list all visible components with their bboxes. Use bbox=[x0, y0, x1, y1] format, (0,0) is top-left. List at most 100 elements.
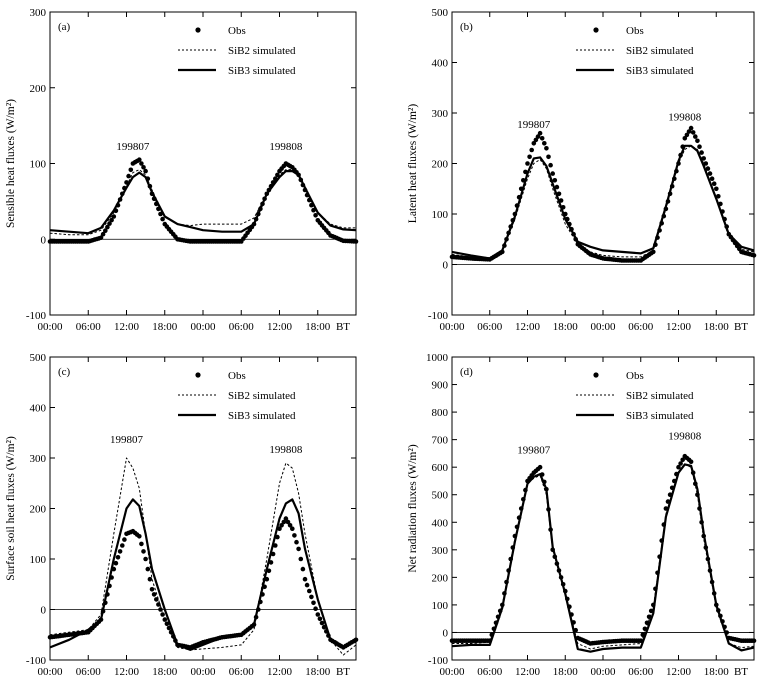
y-axis-title: Surface soil heat fluxes (W/m²) bbox=[5, 436, 17, 581]
y-tick-label: 100 bbox=[30, 554, 47, 566]
date-annotation: 199808 bbox=[668, 112, 702, 124]
date-annotation: 199807 bbox=[116, 141, 150, 153]
obs-point bbox=[156, 602, 161, 607]
obs-point bbox=[317, 616, 323, 622]
x-tick-label: 06:00 bbox=[477, 321, 503, 333]
legend: Obs SiB2 simulated SiB3 simulated bbox=[576, 25, 694, 77]
obs-point bbox=[160, 216, 165, 222]
obs-point bbox=[525, 161, 530, 166]
x-tick-label: 18:00 bbox=[152, 321, 178, 333]
obs-point bbox=[128, 167, 134, 173]
obs-point bbox=[120, 543, 125, 548]
plot-frame bbox=[49, 11, 357, 316]
obs-point bbox=[111, 214, 117, 219]
obs-point bbox=[145, 566, 151, 572]
series-sib3-line bbox=[49, 498, 357, 651]
legend-obs-marker bbox=[593, 27, 599, 33]
chart-panel-2: -100 0 100 200 300 400 500 00:00 06:00 12:00 18:00… bbox=[407, 7, 757, 333]
y-tick-label: 300 bbox=[432, 108, 449, 120]
obs-point bbox=[554, 184, 560, 190]
obs-point bbox=[682, 136, 688, 141]
date-annotation: 199808 bbox=[668, 431, 702, 443]
obs-point bbox=[313, 606, 318, 611]
legend-obs-label: Obs bbox=[626, 370, 644, 382]
obs-point bbox=[537, 464, 543, 470]
y-tick-label: 0 bbox=[443, 627, 449, 639]
series-obs bbox=[449, 453, 757, 646]
obs-point bbox=[115, 555, 121, 560]
x-tick-label: 06:00 bbox=[229, 666, 255, 678]
y-axis-title: Sensible heat fluxes (W/m²) bbox=[5, 99, 17, 228]
obs-point bbox=[141, 165, 146, 170]
obs-point bbox=[707, 171, 713, 176]
obs-point bbox=[711, 181, 717, 186]
x-tick-label: 12:00 bbox=[515, 321, 541, 333]
obs-point bbox=[137, 157, 142, 162]
legend-sib3-label: SiB3 simulated bbox=[228, 410, 296, 422]
obs-point bbox=[705, 166, 711, 171]
obs-point bbox=[109, 217, 114, 223]
legend-sib2-label: SiB2 simulated bbox=[626, 45, 694, 57]
obs-point bbox=[688, 125, 694, 131]
obs-point bbox=[690, 130, 696, 135]
obs-point bbox=[151, 592, 157, 597]
series-sib2-line bbox=[451, 145, 755, 259]
legend: Obs SiB2 simulated SiB3 simulated bbox=[576, 370, 694, 422]
series-obs bbox=[47, 516, 359, 650]
y-tick-label: 400 bbox=[30, 403, 47, 415]
y-tick-label: -100 bbox=[428, 655, 449, 667]
x-tick-label: 12:00 bbox=[267, 666, 293, 678]
obs-point bbox=[105, 224, 110, 230]
obs-point bbox=[143, 556, 148, 562]
obs-point bbox=[126, 173, 131, 179]
obs-point bbox=[285, 519, 291, 525]
y-tick-label: 400 bbox=[432, 517, 449, 529]
y-tick-label: 1000 bbox=[426, 352, 449, 364]
series-sib3-line bbox=[49, 170, 357, 235]
y-tick-label: 400 bbox=[432, 58, 449, 70]
x-tick-label: 00:00 bbox=[590, 321, 616, 333]
x-unit-label: BT bbox=[734, 666, 748, 678]
chart-panel-1: -100 0 100 200 300 00:00 06:00 12:00 18:00 00:00 0… bbox=[5, 7, 359, 333]
obs-point bbox=[117, 549, 123, 554]
date-annotation: 199807 bbox=[517, 444, 551, 456]
plot-frame bbox=[451, 356, 755, 661]
x-tick-label: 18:00 bbox=[305, 666, 331, 678]
y-tick-label: 0 bbox=[443, 260, 449, 272]
y-tick-label: 200 bbox=[432, 159, 449, 171]
date-annotation: 199807 bbox=[110, 434, 144, 446]
obs-point bbox=[290, 526, 295, 531]
obs-point bbox=[697, 144, 702, 149]
x-tick-label: 06:00 bbox=[76, 321, 102, 333]
obs-point bbox=[298, 556, 304, 562]
obs-point bbox=[676, 464, 681, 470]
y-tick-label: -100 bbox=[26, 655, 47, 667]
obs-point bbox=[529, 147, 534, 153]
legend-sib2-label: SiB2 simulated bbox=[228, 45, 296, 57]
legend-sib3-label: SiB3 simulated bbox=[626, 410, 694, 422]
chart-panel-3: -100 0 100 200 300 400 500 00:00 06:00 12:00 18:00… bbox=[5, 352, 359, 678]
obs-point bbox=[296, 546, 301, 552]
x-unit-label: BT bbox=[734, 321, 748, 333]
obs-point bbox=[122, 537, 127, 542]
y-tick-label: 0 bbox=[41, 605, 47, 617]
x-unit-label: BT bbox=[336, 321, 350, 333]
x-tick-label: 06:00 bbox=[229, 321, 255, 333]
y-tick-label: 900 bbox=[432, 380, 449, 392]
x-tick-label: 12:00 bbox=[114, 666, 140, 678]
y-tick-label: 500 bbox=[30, 352, 47, 364]
obs-point bbox=[137, 534, 142, 539]
obs-point bbox=[701, 156, 706, 161]
obs-point bbox=[709, 176, 715, 181]
x-tick-label: 12:00 bbox=[114, 321, 140, 333]
y-tick-label: 600 bbox=[432, 462, 449, 474]
chart-panel-4: -100 0 100 200 300 400 500 600 700 800 900 1000 00:0… bbox=[407, 352, 757, 678]
panel-label: (b) bbox=[460, 21, 473, 33]
legend-obs-marker bbox=[593, 372, 599, 378]
series-sib3-line bbox=[451, 463, 755, 653]
legend-obs-label: Obs bbox=[228, 370, 246, 382]
obs-point bbox=[533, 137, 539, 143]
obs-point bbox=[693, 134, 698, 139]
obs-point bbox=[313, 213, 318, 218]
obs-point bbox=[531, 141, 537, 146]
